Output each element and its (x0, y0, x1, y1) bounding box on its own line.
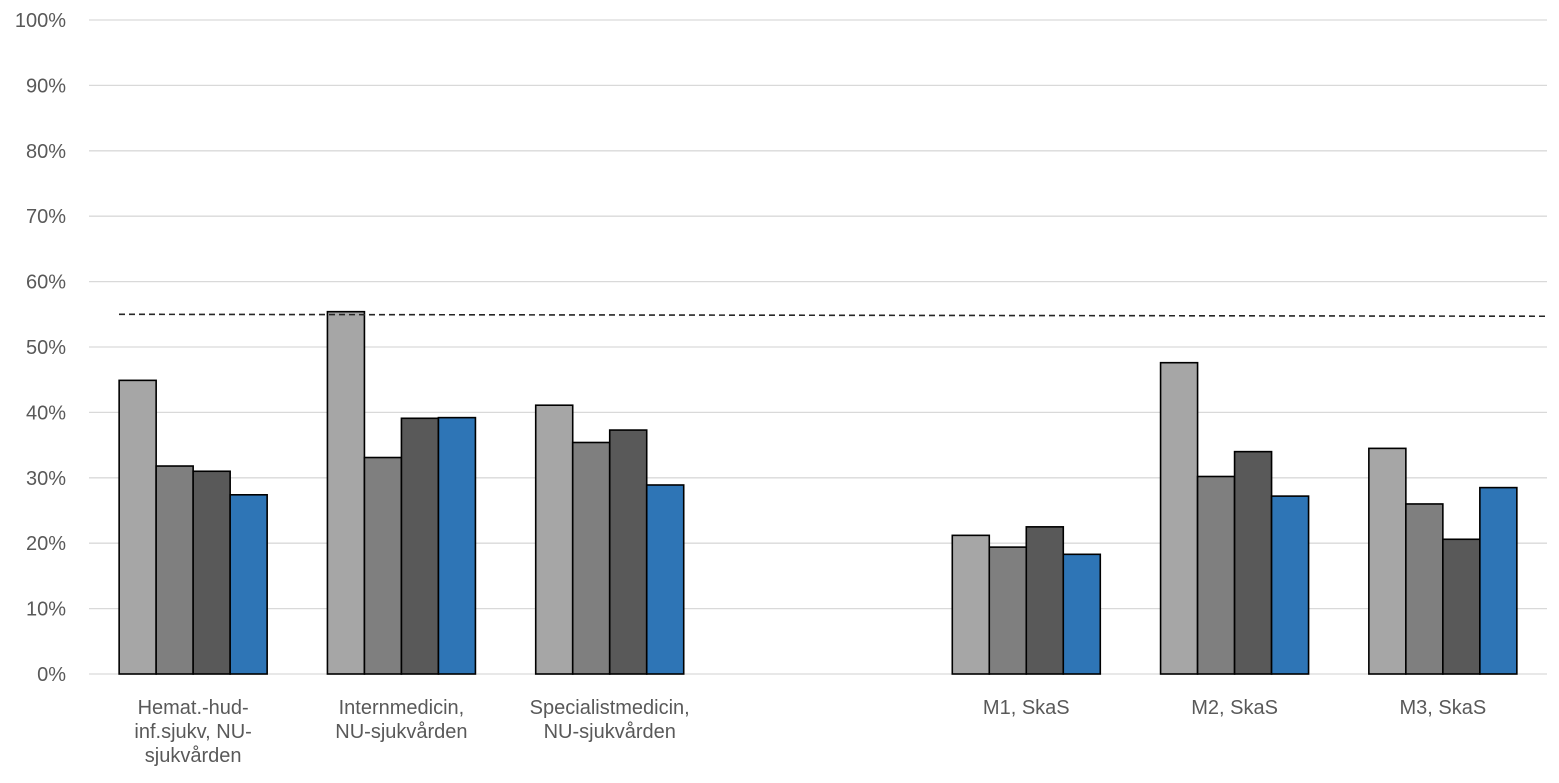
y-tick-label: 80% (26, 141, 66, 163)
bar (534, 404, 574, 675)
bar (229, 494, 268, 675)
bar (1270, 495, 1310, 675)
bar (608, 429, 648, 675)
bar (645, 484, 685, 675)
bar (1233, 450, 1273, 675)
reference-line (118, 313, 1548, 318)
bar (363, 456, 403, 675)
x-category-label-line: M1, SkaS (983, 697, 1070, 719)
reference-line-layer (118, 313, 1548, 318)
x-category-label-line: Specialistmedicin, (530, 697, 690, 719)
bar (1025, 526, 1065, 675)
x-category-label-line: M2, SkaS (1191, 697, 1278, 719)
bar (1196, 475, 1236, 675)
x-category-label-line: NU-sjukvården (544, 721, 676, 743)
x-category-label-line: Hemat.-hud- (138, 697, 249, 719)
bars (118, 310, 1518, 675)
bar (155, 465, 194, 675)
bar (1368, 447, 1407, 675)
x-category-label: M1, SkaS (983, 697, 1070, 719)
y-tick-label: 100% (15, 10, 66, 32)
y-tick-label: 90% (26, 75, 66, 97)
gridlines (89, 19, 1547, 675)
x-category-label: M3, SkaS (1400, 697, 1487, 719)
x-category-label-line: sjukvården (145, 745, 242, 767)
y-axis-tick-labels: 0% 10% 20% 30% 40% 50% 60% 70% 80% 90% 100% (15, 10, 66, 686)
y-tick-label: 20% (26, 533, 66, 555)
y-tick-label: 60% (26, 272, 66, 294)
y-tick-label: 0% (37, 664, 66, 686)
y-tick-label: 30% (26, 468, 66, 490)
x-category-label-line: inf.sjukv, NU- (134, 721, 251, 743)
bar (118, 379, 157, 675)
bar (988, 546, 1028, 675)
bar (1479, 486, 1518, 675)
y-tick-label: 10% (26, 599, 66, 621)
x-category-label: Hemat.-hud-inf.sjukv, NU-sjukvården (134, 697, 251, 767)
bar (192, 470, 231, 675)
bar (1062, 553, 1102, 675)
x-category-label-line: NU-sjukvården (335, 721, 467, 743)
x-axis-category-labels: Hemat.-hud-inf.sjukv, NU-sjukvården Inter… (134, 697, 1486, 767)
bar (1405, 503, 1444, 675)
bar (400, 417, 440, 675)
x-category-label: Specialistmedicin, NU-sjukvården (530, 697, 690, 743)
bar (1442, 538, 1481, 675)
x-category-label-line: Internmedicin, (339, 697, 465, 719)
bar (1159, 361, 1199, 675)
bar (437, 416, 477, 675)
bar (951, 534, 991, 675)
x-category-label-line: M3, SkaS (1400, 697, 1487, 719)
x-category-label: Internmedicin, NU-sjukvården (335, 697, 467, 743)
bar (571, 441, 611, 675)
y-tick-label: 50% (26, 337, 66, 359)
y-tick-label: 70% (26, 206, 66, 228)
bar (326, 310, 366, 675)
x-category-label: M2, SkaS (1191, 697, 1278, 719)
y-tick-label: 40% (26, 402, 66, 424)
